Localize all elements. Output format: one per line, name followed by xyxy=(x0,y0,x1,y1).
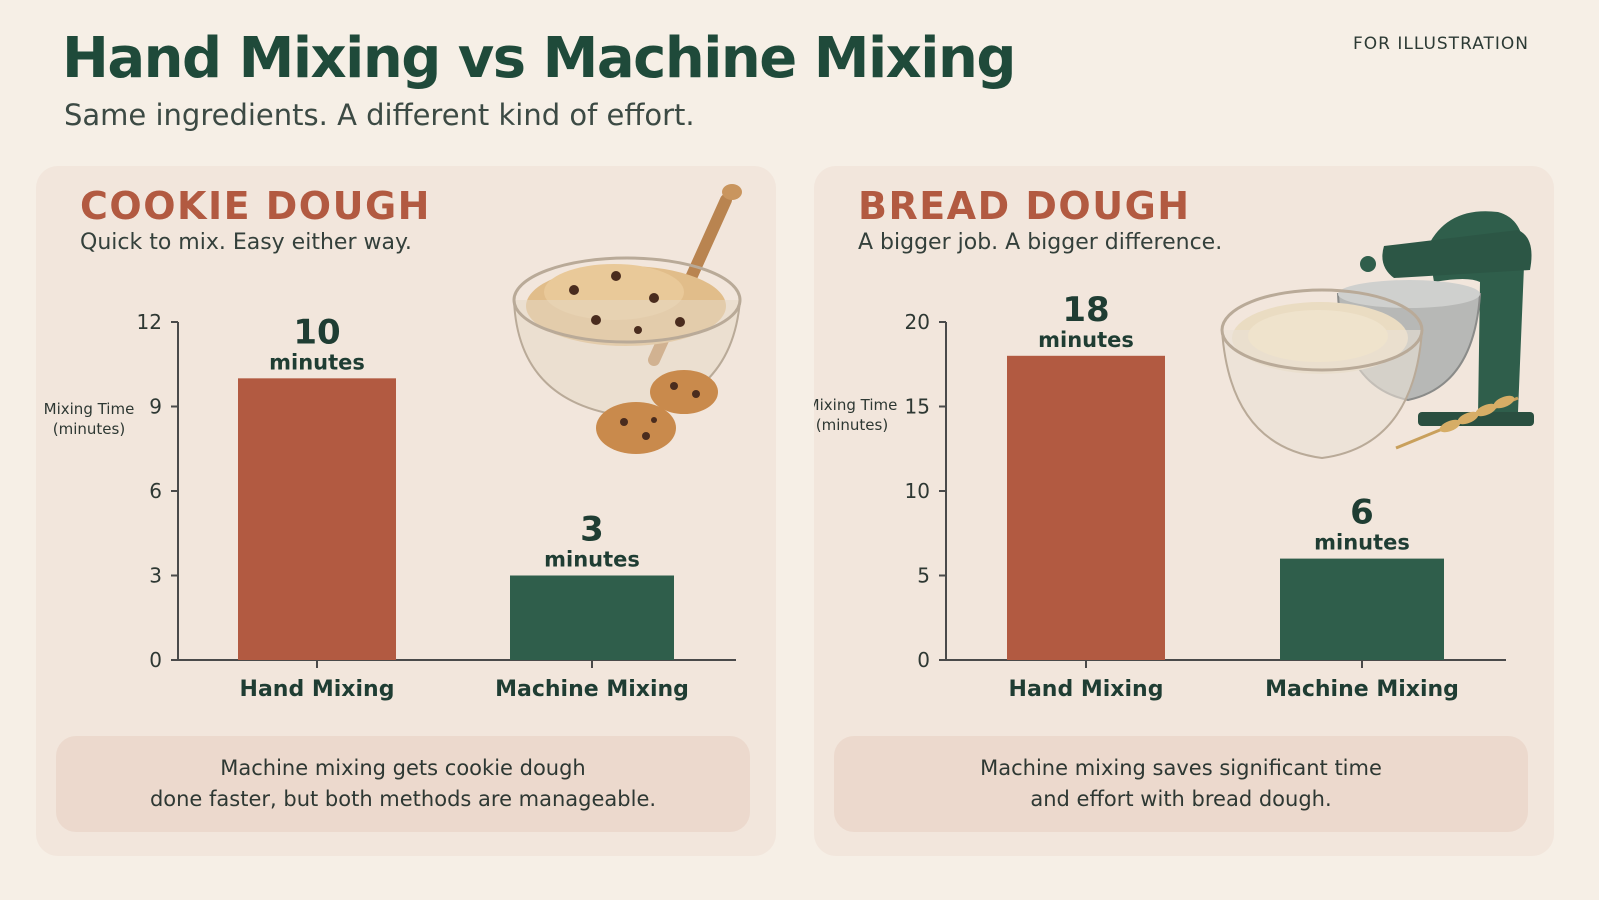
panel-heading: BREAD DOUGH xyxy=(858,184,1191,228)
y-tick-label: 5 xyxy=(917,564,930,588)
note-line: done faster, but both methods are manage… xyxy=(149,787,657,811)
bread-dough-note: Machine mixing saves significant time an… xyxy=(834,736,1528,832)
bar-value-label: 10 xyxy=(293,312,340,352)
bar-unit-label: minutes xyxy=(269,350,365,374)
note-line: and effort with bread dough. xyxy=(1030,787,1332,811)
hand-mixing-bar xyxy=(238,378,396,660)
y-tick-label: 0 xyxy=(149,648,162,672)
note-line: Machine mixing gets cookie dough xyxy=(220,756,586,780)
x-tick-label: Hand Mixing xyxy=(1009,677,1164,702)
note-line: Machine mixing saves significant time xyxy=(980,756,1382,780)
y-tick-label: 0 xyxy=(917,648,930,672)
y-tick-label: 12 xyxy=(137,310,162,334)
y-axis-label: Mixing Time (minutes) xyxy=(814,396,897,434)
bar-unit-label: minutes xyxy=(1314,531,1410,555)
y-tick-label: 10 xyxy=(905,479,930,503)
hand-mixing-bar xyxy=(1007,355,1165,660)
y-tick-label: 6 xyxy=(149,479,162,503)
y-tick-label: 9 xyxy=(149,395,162,419)
bar-unit-label: minutes xyxy=(544,548,640,572)
page-title: Hand Mixing vs Machine Mixing xyxy=(62,26,1016,91)
bar-unit-label: minutes xyxy=(1038,328,1134,352)
y-tick-label: 3 xyxy=(149,564,162,588)
illustration-tag: FOR ILLUSTRATION xyxy=(1352,34,1529,54)
cookie-dough-bowl-illustration xyxy=(512,184,742,454)
x-tick-label: Machine Mixing xyxy=(495,677,689,702)
bar-value-label: 6 xyxy=(1350,493,1374,533)
y-tick-label: 20 xyxy=(905,310,930,334)
page-subtitle: Same ingredients. A different kind of ef… xyxy=(64,98,695,132)
bar-value-label: 3 xyxy=(580,510,604,550)
cookie-dough-note: Machine mixing gets cookie dough done fa… xyxy=(56,736,750,832)
x-tick-label: Hand Mixing xyxy=(240,677,395,702)
bar-value-label: 18 xyxy=(1062,290,1109,330)
x-tick-label: Machine Mixing xyxy=(1265,677,1459,702)
stand-mixer-bread-dough-illustration xyxy=(1220,211,1534,460)
bread-dough-chart: Mixing Time (minutes) 0 5 10 15 20 Hand Mixing 1… xyxy=(814,290,1506,702)
y-tick-label: 15 xyxy=(905,395,930,419)
panel-heading: COOKIE DOUGH xyxy=(80,184,431,228)
cookie-dough-panel: COOKIE DOUGH Quick to mix. Easy either w… xyxy=(36,166,776,856)
panel-subheading: Quick to mix. Easy either way. xyxy=(80,230,412,255)
y-axis-label: Mixing Time (minutes) xyxy=(44,400,135,438)
panel-subheading: A bigger job. A bigger difference. xyxy=(858,230,1223,255)
machine-mixing-bar xyxy=(1280,558,1444,660)
machine-mixing-bar xyxy=(510,575,674,660)
bread-dough-panel: BREAD DOUGH A bigger job. A bigger diffe… xyxy=(814,166,1554,856)
